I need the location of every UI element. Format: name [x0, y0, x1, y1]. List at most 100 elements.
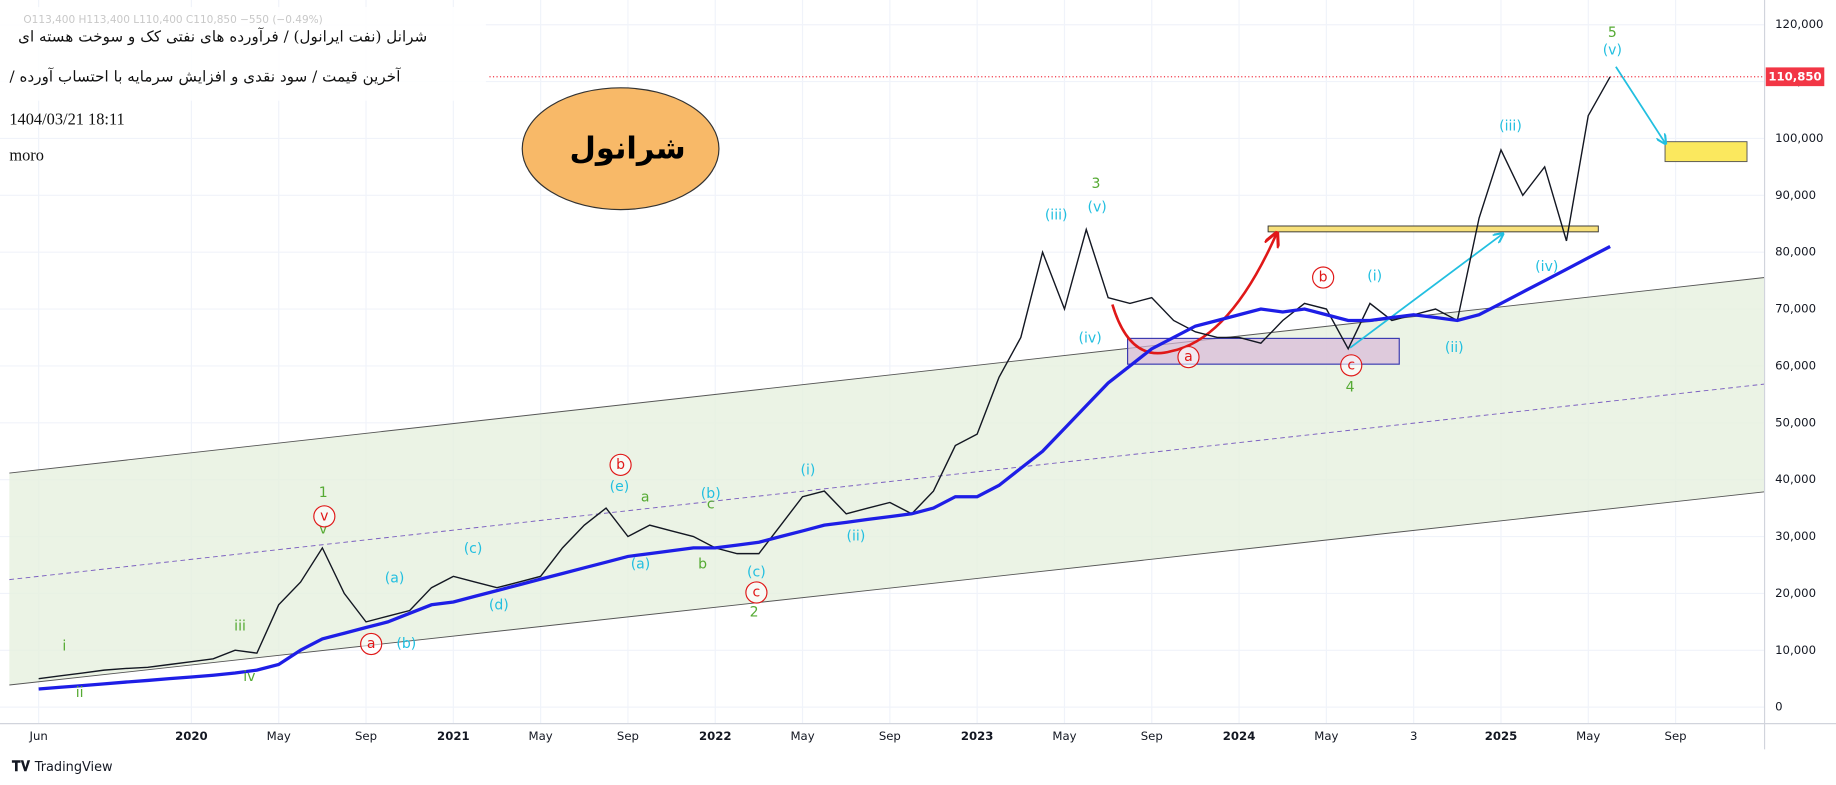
title: شرانل (نفت ایرانول) / فرآورده های نفتی ک… — [18, 27, 427, 45]
wave-label: (c) — [747, 565, 766, 581]
wave-label: (ii) — [847, 528, 866, 544]
wave-label: b — [698, 556, 707, 572]
y-tick-label: 90,000 — [1775, 188, 1816, 202]
y-tick-label: 60,000 — [1775, 358, 1816, 372]
ma-line — [38, 245, 1611, 691]
y-tick-label: 40,000 — [1775, 472, 1816, 486]
x-tick-label: Sep — [879, 729, 901, 743]
wave-label: a — [1184, 349, 1193, 365]
channel-mid — [9, 383, 1765, 581]
red-arrow — [1111, 234, 1276, 355]
wave-label: (v) — [1603, 42, 1622, 58]
wave-label: (e) — [610, 479, 630, 495]
legend-bg — [0, 7, 486, 101]
channel-lower — [9, 491, 1765, 686]
axis: 0 10,000 20,000 30,000 40,000 50,000 60,000 70,… — [29, 17, 1825, 743]
wave-label: (a) — [385, 570, 405, 586]
x-tick-label: May — [1314, 729, 1338, 743]
wave-circle — [745, 581, 768, 604]
x-tick-label: Sep — [617, 729, 639, 743]
last-price-label: 110,850 — [1768, 69, 1821, 83]
resistance-bar — [1267, 225, 1599, 233]
y-tick-label: 20,000 — [1775, 586, 1816, 600]
badge — [521, 87, 720, 211]
ohlc: O113,400 H113,400 L110,400 C110,850 −550… — [23, 14, 322, 26]
wave-label: c — [753, 584, 761, 600]
author: moro — [9, 146, 44, 165]
wave-label: (c) — [464, 541, 483, 557]
channel-upper — [9, 277, 1765, 474]
wave-label: (b) — [396, 636, 416, 652]
plot: iiiiiiiv1v2345abc(a)(b)(c)(d)(e)(a)(b)(c… — [38, 25, 1765, 701]
wave-label: (ii) — [1445, 340, 1464, 356]
cyan-arrow — [1615, 66, 1665, 143]
wave-label: a — [641, 490, 650, 506]
x-tick-label: Sep — [1141, 729, 1163, 743]
x-tick-label: 2022 — [699, 729, 732, 743]
cyan-arrow — [1349, 234, 1502, 349]
wave-label: (v) — [1088, 199, 1107, 215]
y-tick-label: 120,000 — [1775, 17, 1823, 31]
x-tick-label: May — [529, 729, 553, 743]
y-tick-label: 30,000 — [1775, 529, 1816, 543]
wave-label: (iv) — [1535, 259, 1558, 275]
x-tick-label: 3 — [1410, 729, 1417, 743]
y-tick-label: 70,000 — [1775, 302, 1816, 316]
wave-label: (b) — [701, 486, 721, 502]
wave-label: (i) — [1367, 268, 1382, 284]
timestamp: 1404/03/21 18:11 — [9, 109, 124, 128]
target-box — [1664, 141, 1748, 163]
wave-label: (iii) — [1045, 207, 1068, 223]
wave-label: ii — [76, 685, 84, 701]
wave-label: 5 — [1608, 25, 1617, 41]
wave-label: (a) — [631, 556, 651, 572]
wave-label: (iv) — [1079, 330, 1102, 346]
last-price-box — [1765, 67, 1825, 87]
wave-label: 1 — [319, 485, 328, 501]
y-tick-label: 10,000 — [1775, 643, 1816, 657]
wave-label: i — [62, 638, 66, 654]
y-tick-label: 50,000 — [1775, 415, 1816, 429]
x-tick-label: Sep — [1665, 729, 1687, 743]
wave-label: iii — [234, 618, 246, 634]
wave-label: v — [319, 521, 327, 537]
wave-label: 2 — [750, 604, 759, 620]
brand: 𝐓𝐕 TradingView — [12, 759, 113, 775]
wave-label: a — [367, 636, 376, 652]
wave-circle — [313, 505, 336, 528]
x-tick-label: May — [267, 729, 291, 743]
x-tick-label: Jun — [29, 729, 48, 743]
channel-fill — [9, 277, 1765, 685]
wave-circle — [360, 632, 383, 656]
x-tick-label: May — [790, 729, 814, 743]
wave-circle — [1312, 266, 1335, 289]
x-tick-label: 2024 — [1223, 729, 1256, 743]
wave-label: (i) — [800, 463, 815, 479]
wave-circle — [609, 453, 632, 476]
wave-label: c — [707, 497, 715, 513]
wave-label: 3 — [1092, 176, 1101, 192]
wave-label: iv — [243, 669, 255, 685]
wave-label: b — [1319, 270, 1328, 286]
wave-label: v — [320, 508, 328, 524]
wave-circle — [1177, 346, 1200, 369]
y-tick-label: 80,000 — [1775, 245, 1816, 259]
price-line — [38, 76, 1611, 680]
wave-label: c — [1347, 357, 1355, 373]
subtitle: آخرین قیمت / سود نقدی و افزایش سرمایه با… — [10, 67, 402, 85]
x-tick-label: May — [1052, 729, 1076, 743]
x-tick-label: 2025 — [1485, 729, 1518, 743]
x-tick-label: May — [1576, 729, 1600, 743]
brand-text: TradingView — [34, 759, 113, 774]
x-tick-label: 2023 — [961, 729, 994, 743]
wave-label: (d) — [489, 597, 509, 613]
x-tick-label: 2021 — [437, 729, 470, 743]
wave-label: (iii) — [1499, 118, 1522, 134]
badge-text: شرانول — [569, 131, 685, 166]
wave-label: b — [616, 457, 625, 473]
x-tick-label: Sep — [355, 729, 377, 743]
y-tick-label: 0 — [1775, 700, 1782, 714]
y-tick-label: 100,000 — [1775, 131, 1823, 145]
